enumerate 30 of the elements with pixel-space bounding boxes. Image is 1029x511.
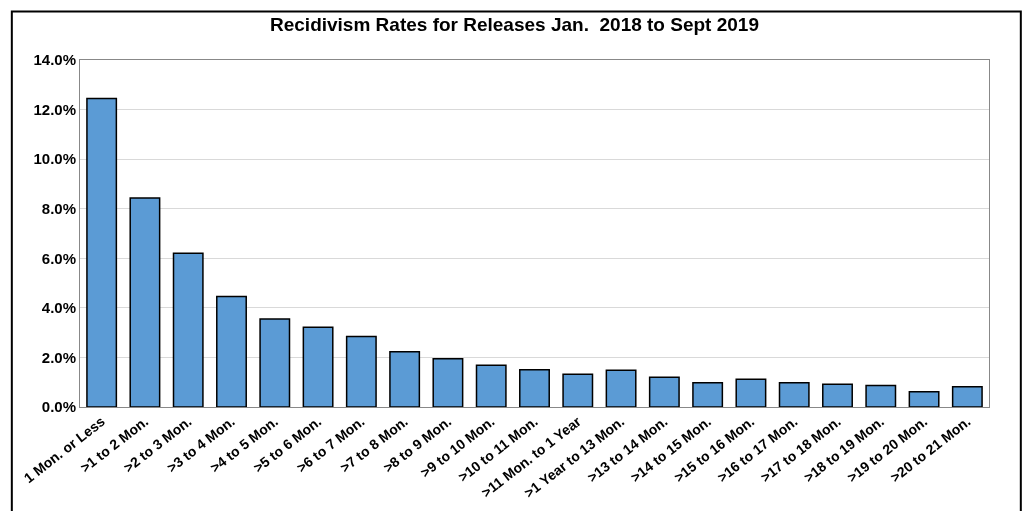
y-tick-label: 2.0% <box>41 348 76 366</box>
bar <box>216 295 247 407</box>
bar <box>692 381 724 407</box>
bar <box>648 376 680 407</box>
bar <box>822 383 853 407</box>
bar <box>302 326 334 407</box>
bar <box>475 364 507 407</box>
bar <box>389 350 421 407</box>
y-tick-label: 0.0% <box>41 398 76 416</box>
bar <box>951 385 983 407</box>
bar <box>735 378 767 407</box>
bar <box>605 369 637 407</box>
bar <box>778 381 810 407</box>
chart-title: Recidivism Rates for Releases Jan. 2018 to Sept 2019 <box>270 14 759 36</box>
bar <box>345 335 377 407</box>
y-tick-label: 6.0% <box>41 249 76 267</box>
bar <box>259 318 291 407</box>
y-tick-label: 4.0% <box>41 299 76 317</box>
bar <box>562 373 594 407</box>
y-tick-label: 12.0% <box>33 100 76 118</box>
y-tick-label: 10.0% <box>33 150 76 168</box>
bar <box>519 369 550 407</box>
bar <box>432 357 464 407</box>
bar <box>908 390 940 407</box>
bar <box>129 197 161 407</box>
bar <box>172 252 204 407</box>
bar <box>86 97 118 407</box>
bar <box>865 384 897 407</box>
y-tick-label: 8.0% <box>41 199 76 217</box>
y-tick-label: 14.0% <box>33 51 76 69</box>
